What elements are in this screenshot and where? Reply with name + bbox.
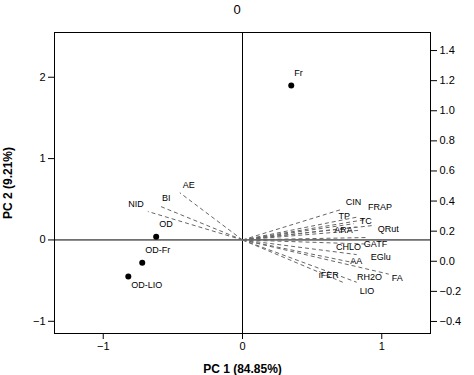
svg-text:0.2: 0.2 [440, 225, 455, 237]
svg-text:PC 2 (9.21%): PC 2 (9.21%) [1, 147, 15, 219]
svg-text:TP: TP [338, 211, 350, 221]
svg-text:QRut: QRut [378, 224, 400, 234]
svg-text:1.0: 1.0 [440, 104, 455, 116]
svg-text:TC: TC [360, 216, 372, 226]
svg-text:CHLO: CHLO [336, 242, 361, 252]
svg-text:0: 0 [39, 233, 45, 245]
svg-text:ARA: ARA [334, 225, 353, 235]
svg-text:0.0: 0.0 [440, 255, 455, 267]
svg-text:RH2O: RH2O [357, 272, 382, 282]
svg-text:FA: FA [392, 273, 403, 283]
svg-text:PC 1 (84.85%): PC 1 (84.85%) [203, 362, 282, 375]
svg-text:−1: −1 [97, 340, 110, 352]
svg-text:FRAP: FRAP [368, 202, 392, 212]
svg-text:NID: NID [128, 199, 144, 209]
svg-text:AA: AA [350, 256, 362, 266]
svg-text:OD-Fr: OD-Fr [145, 245, 170, 255]
svg-text:0: 0 [239, 340, 245, 352]
svg-text:1.4: 1.4 [440, 44, 455, 56]
svg-text:0.8: 0.8 [440, 134, 455, 146]
svg-text:0.6: 0.6 [440, 164, 455, 176]
svg-text:BI: BI [162, 193, 171, 203]
html-text:0: 0 [233, 2, 241, 17]
svg-text:Fr: Fr [294, 68, 303, 78]
svg-text:−0.4: −0.4 [440, 315, 462, 327]
svg-text:iFER: iFER [319, 270, 340, 280]
svg-text:1.2: 1.2 [440, 74, 455, 86]
svg-text:−0.2: −0.2 [440, 285, 462, 297]
svg-text:−1: −1 [33, 315, 46, 327]
svg-text:1: 1 [379, 340, 385, 352]
svg-text:1: 1 [39, 152, 45, 164]
svg-text:GATF: GATF [364, 239, 388, 249]
svg-text:2: 2 [39, 71, 45, 83]
svg-text:EGlu: EGlu [371, 252, 391, 262]
svg-text:OD: OD [159, 219, 173, 229]
svg-text:CIN: CIN [346, 197, 362, 207]
svg-text:OD-LIO: OD-LIO [131, 280, 162, 290]
svg-text:0.4: 0.4 [440, 195, 455, 207]
svg-text:LIO: LIO [360, 286, 375, 296]
svg-text:AE: AE [183, 180, 195, 190]
